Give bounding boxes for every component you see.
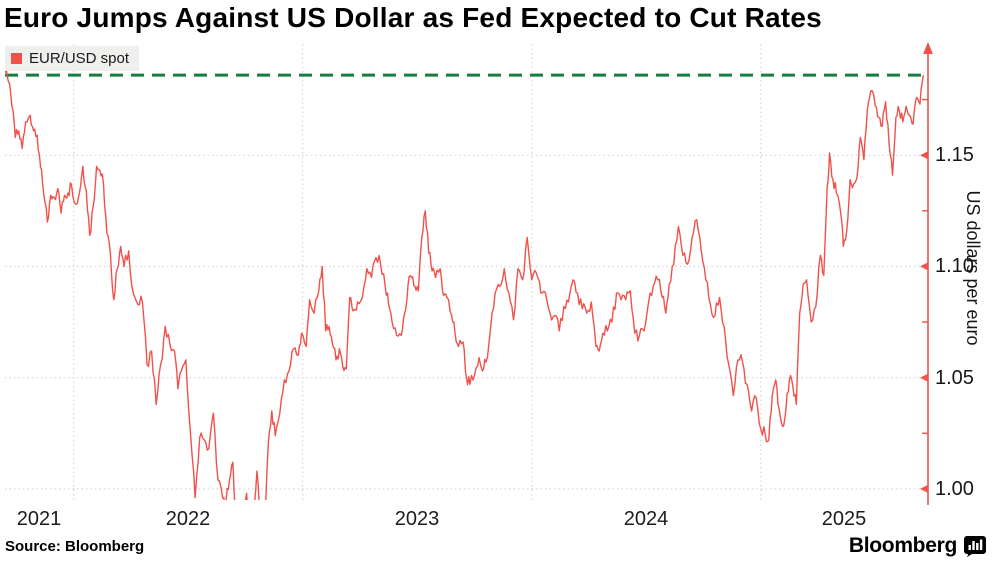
y-axis-major-tick	[920, 151, 928, 160]
y-tick-label: 1.10	[935, 255, 974, 277]
y-axis-major-tick	[920, 373, 928, 382]
legend: EUR/USD spot	[5, 46, 140, 71]
price-line	[5, 63, 925, 500]
bloomberg-bars-bubble-icon	[964, 535, 986, 557]
page-title: Euro Jumps Against US Dollar as Fed Expe…	[4, 2, 822, 33]
y-tick-label: 1.15	[935, 144, 974, 166]
y-axis-major-tick	[920, 262, 928, 271]
y-axis-arrow	[923, 42, 933, 54]
y-tick-label: 1.00	[935, 478, 974, 500]
x-tick-label: 2022	[165, 508, 211, 530]
y-axis-major-tick	[920, 484, 928, 493]
x-tick-label: 2021	[16, 508, 62, 530]
bloomberg-wordmark: Bloomberg	[848, 534, 957, 557]
bloomberg-branding: Bloomberg	[849, 534, 986, 558]
y-tick-label: 1.05	[935, 367, 974, 389]
x-tick-label: 2023	[394, 508, 440, 530]
legend-series-label: EUR/USD spot	[29, 50, 130, 67]
legend-series-swatch	[11, 53, 22, 64]
source-attribution: Source: Bloomberg	[5, 538, 145, 555]
x-tick-label: 2025	[821, 508, 867, 530]
x-tick-label: 2024	[623, 508, 669, 530]
